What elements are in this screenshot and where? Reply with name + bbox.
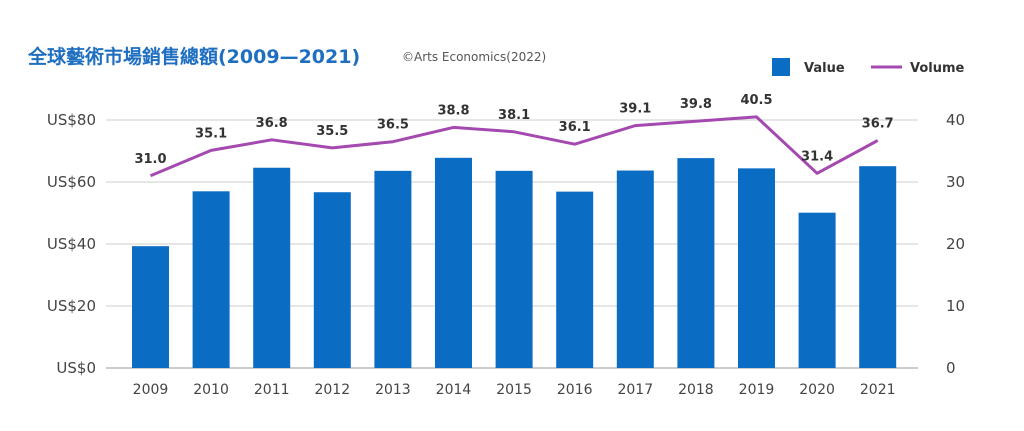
legend-value-swatch (772, 58, 790, 76)
x-tick-label: 2013 (375, 382, 411, 398)
y-right-tick-label: 40 (946, 111, 965, 129)
y-right-tick-label: 30 (946, 173, 965, 191)
bar (859, 166, 897, 368)
y-right-tick-label: 0 (946, 359, 956, 377)
data-label: 38.1 (498, 108, 530, 123)
bar (374, 170, 412, 368)
x-tick-label: 2010 (193, 382, 229, 398)
bar (616, 170, 654, 368)
y-left-tick-label: US$60 (47, 173, 96, 191)
bar (738, 168, 775, 368)
x-tick-label: 2014 (436, 382, 472, 398)
bar-series (132, 157, 897, 368)
bar (253, 167, 291, 368)
y-right-tick-label: 10 (946, 297, 965, 315)
data-label: 36.5 (377, 118, 409, 133)
data-label: 35.5 (316, 124, 348, 139)
data-labels: 31.0 35.1 36.8 35.5 36.5 38.8 38.1 36.1 39.1 39.8… (134, 93, 893, 167)
y-left-tick-label: US$80 (47, 111, 96, 129)
bar (798, 212, 836, 368)
bar (556, 191, 594, 368)
x-tick-label: 2019 (739, 382, 775, 398)
legend-volume-label: Volume (910, 61, 965, 76)
y-left-tick-label: US$20 (47, 297, 96, 315)
y-left-tick-label: US$40 (47, 235, 96, 253)
chart-title: 全球藝術市場銷售總額(2009—2021) (28, 46, 361, 68)
chart-source: ©Arts Economics(2022) (402, 50, 547, 64)
x-tick-label: 2018 (678, 382, 714, 398)
x-tick-label: 2021 (860, 382, 896, 398)
bar (313, 192, 351, 368)
data-label: 36.8 (256, 116, 288, 131)
line-series (149, 115, 879, 178)
bar (495, 170, 533, 368)
y-left-tick-label: US$0 (56, 359, 96, 377)
legend-value-label: Value (804, 61, 845, 76)
x-tick-label: 2016 (557, 382, 593, 398)
volume-line (149, 115, 879, 178)
data-label: 35.1 (195, 126, 227, 141)
data-label: 36.7 (862, 116, 894, 131)
bar (132, 246, 169, 368)
data-label: 39.1 (619, 102, 651, 117)
data-label: 40.5 (740, 93, 772, 108)
x-tick-label: 2020 (799, 382, 835, 398)
bar (435, 157, 472, 368)
x-tick-label: 2009 (133, 382, 169, 398)
bar (192, 191, 230, 368)
data-label: 36.1 (559, 120, 591, 135)
data-label: 39.8 (680, 97, 712, 112)
data-label: 38.8 (437, 103, 469, 118)
x-tick-label: 2017 (617, 382, 653, 398)
data-label: 31.4 (801, 149, 833, 164)
data-label: 31.0 (134, 152, 166, 167)
y-right-tick-label: 20 (946, 235, 965, 253)
x-tick-label: 2011 (254, 382, 290, 398)
x-tick-label: 2015 (496, 382, 532, 398)
bar (677, 158, 715, 368)
x-tick-label: 2012 (314, 382, 350, 398)
axis-ticks: US$0 US$20 US$40 US$60 US$80 0 10 20 30 40 2009 201… (47, 111, 965, 398)
legend: Value Volume (772, 58, 965, 76)
